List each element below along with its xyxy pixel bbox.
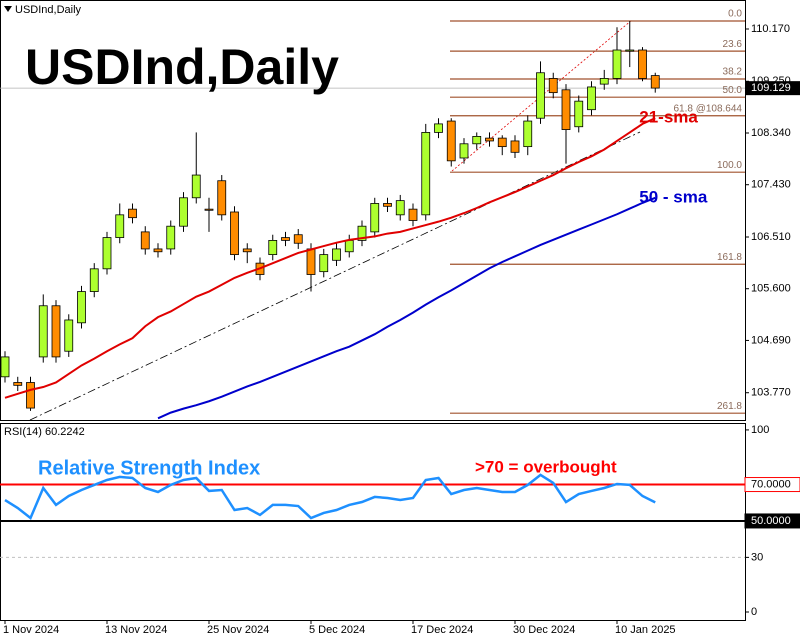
fib-label: 161.8 xyxy=(717,252,742,263)
candle-body xyxy=(497,137,507,148)
candle-body xyxy=(38,305,48,358)
x-tick-label: 25 Nov 2024 xyxy=(207,624,269,636)
candle-body xyxy=(536,72,545,119)
candle-body xyxy=(523,120,533,148)
trend-line xyxy=(29,131,641,421)
level-box xyxy=(744,513,800,529)
candle-body xyxy=(102,237,112,270)
candle-body xyxy=(153,248,163,253)
candle-body xyxy=(434,123,443,133)
y-tick-label: 108.340 xyxy=(751,127,791,139)
candle-body xyxy=(179,197,188,227)
y-tick-label: 100 xyxy=(751,424,769,436)
fib-label: 61.8 @108.644 xyxy=(673,103,742,114)
y-tick-label: 70.0000 xyxy=(751,478,791,490)
candle-body xyxy=(650,75,660,89)
sma-line xyxy=(157,196,656,420)
sma-label: 21-sma xyxy=(639,108,698,127)
candle-body xyxy=(77,291,86,324)
y-tick-label: 106.510 xyxy=(751,231,791,243)
x-tick-label: 1 Nov 2024 xyxy=(3,624,59,636)
candle-body xyxy=(166,225,176,250)
candle-body xyxy=(281,237,290,241)
candle-body xyxy=(485,137,494,142)
candle-body xyxy=(140,231,150,250)
candle-body xyxy=(574,100,584,128)
symbol-label: USDInd,Daily xyxy=(15,4,82,16)
x-tick-label: 10 Jan 2025 xyxy=(615,624,676,636)
candle-body xyxy=(421,132,431,216)
candle-body xyxy=(51,305,61,358)
candle-body xyxy=(344,240,354,253)
candle-body xyxy=(357,225,367,241)
candle-body xyxy=(319,254,329,273)
candle-body xyxy=(548,78,558,94)
candle-body xyxy=(191,174,201,199)
candle-body xyxy=(204,208,214,211)
candle-body xyxy=(89,268,99,292)
candle-body xyxy=(472,136,482,145)
sma-label: 50 - sma xyxy=(639,187,708,206)
last-price-box xyxy=(745,81,800,96)
candle-body xyxy=(306,248,316,275)
candle-body xyxy=(383,203,392,207)
y-tick-label: 50.0000 xyxy=(751,515,791,527)
y-tick-label: 110.170 xyxy=(751,23,790,35)
fib-label: 50.0 xyxy=(723,85,743,96)
x-tick-label: 30 Dec 2024 xyxy=(513,624,575,636)
candle-body xyxy=(13,382,23,386)
candle-body xyxy=(561,89,571,130)
rsi-title: RSI(14) 60.2242 xyxy=(4,426,85,438)
candle-body xyxy=(332,248,341,261)
y-tick-label: 0 xyxy=(751,606,757,618)
candle-body xyxy=(268,240,278,256)
fib-label: 38.2 xyxy=(723,67,743,78)
candle-body xyxy=(128,208,137,219)
candle-body xyxy=(625,49,635,52)
candle-body xyxy=(638,49,647,79)
rsi-annotation: Relative Strength Index xyxy=(38,457,260,479)
overbought-annotation: >70 = overbought xyxy=(475,457,617,476)
candle-body xyxy=(242,248,252,253)
rsi-line xyxy=(4,473,656,521)
candle-body xyxy=(446,120,456,162)
fib-label: 261.8 xyxy=(717,401,742,412)
y-tick-label: 103.770 xyxy=(751,387,791,399)
candle-body xyxy=(0,356,10,378)
y-tick-label: 107.430 xyxy=(751,179,791,191)
candle-body xyxy=(370,203,380,233)
candle-body xyxy=(599,78,609,85)
x-tick-label: 5 Dec 2024 xyxy=(309,624,365,636)
candle-body xyxy=(217,180,227,216)
fib-label: 0.0 xyxy=(728,9,742,20)
candle-body xyxy=(510,140,520,153)
sma-line xyxy=(4,117,656,399)
fib-label: 100.0 xyxy=(717,160,742,171)
candle-body xyxy=(26,382,35,409)
candle-body xyxy=(587,86,596,111)
last-price-label: 109.129 xyxy=(751,82,791,94)
candle-body xyxy=(408,208,418,221)
candle-body xyxy=(612,49,622,79)
chart-title: USDInd,Daily xyxy=(25,39,339,95)
price-panel xyxy=(0,0,746,421)
y-tick-label: 104.690 xyxy=(751,334,791,346)
candle-body xyxy=(230,211,239,256)
x-tick-label: 13 Nov 2024 xyxy=(105,624,167,636)
y-tick-label: 30 xyxy=(751,551,763,563)
level-box xyxy=(744,477,800,493)
candle-body xyxy=(64,319,74,352)
candle-body xyxy=(395,200,405,216)
x-tick-label: 17 Dec 2024 xyxy=(411,624,473,636)
candle-body xyxy=(459,143,469,159)
fib-label: 23.6 xyxy=(723,39,743,50)
menu-arrow[interactable] xyxy=(4,6,12,12)
y-tick-label: 105.600 xyxy=(751,283,791,295)
candle-body xyxy=(293,234,303,244)
candle-body xyxy=(115,214,125,238)
